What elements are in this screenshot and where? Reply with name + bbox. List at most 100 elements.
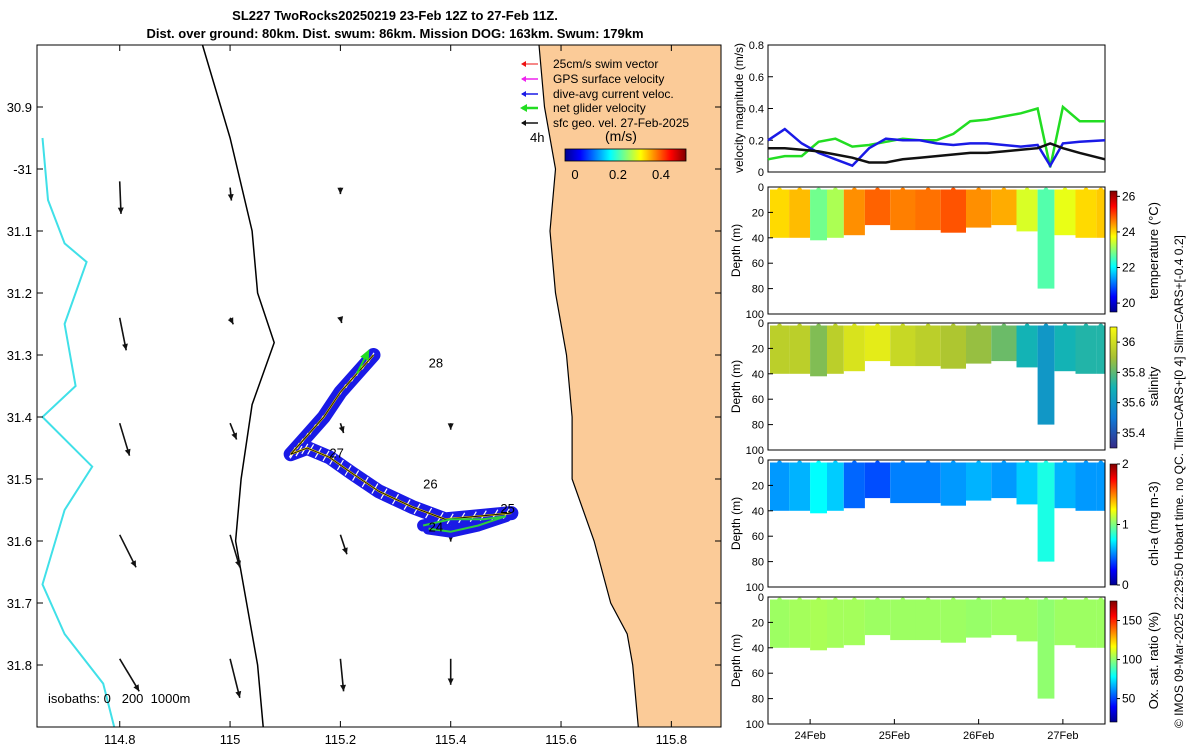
surface-dot-2-8 <box>950 460 956 466</box>
section-ytick-label-1-2: 40 <box>752 369 764 381</box>
surface-dot-2-0 <box>777 460 782 466</box>
section-cell-2-2 <box>810 462 827 514</box>
legend-gps-label: GPS surface velocity <box>553 72 664 86</box>
colorbar-label-3: Ox. sat. ratio (%) <box>1146 612 1161 710</box>
section-ytick-label-0-4: 80 <box>752 284 764 296</box>
section-cell-2-5 <box>864 462 891 499</box>
coastline <box>538 44 639 728</box>
geo-vector-head-0 <box>117 207 124 214</box>
legend-geo-label: sfc geo. vel. 27-Feb-2025 <box>553 116 689 130</box>
map-ytick-label-5: 31.4 <box>7 410 32 425</box>
velocity-frame <box>767 44 1106 173</box>
section-xtick-label-2: 26Feb <box>963 730 994 742</box>
section-cell-2-6 <box>890 462 916 504</box>
map-x-ticks: 114.8 115 115.2 115.4 115.6 115.8 <box>104 45 687 747</box>
surface-dot-1-14 <box>1083 323 1089 329</box>
section-ytick-label-3-5: 100 <box>746 719 764 731</box>
vel-ytick-label-3: 0.6 <box>749 72 764 84</box>
map-ytick-label-1: -31 <box>13 162 32 177</box>
surface-dot-1-9 <box>976 323 981 329</box>
section-cell-0-11 <box>1016 189 1038 232</box>
section-cell-0-0 <box>770 189 790 238</box>
surface-dot-3-12 <box>1043 597 1049 603</box>
surface-dot-2-7 <box>925 460 931 466</box>
section-frame-0 <box>767 186 1106 315</box>
day-labels: 24 25 26 27 28 <box>329 355 514 534</box>
surface-dot-2-5 <box>875 460 880 466</box>
legend-interval: 4h <box>530 130 544 145</box>
colorbar-label-0: temperature (°C) <box>1146 202 1161 299</box>
section-panel-0: 0 20 40 60 80 100 Depth (m) 20 22 24 26 temperature… <box>729 182 1161 321</box>
geo-vector-head-12 <box>235 560 241 568</box>
map-xtick-label-4: 115.6 <box>545 732 577 747</box>
net-velocity-arrowhead <box>360 349 370 361</box>
vel-ytick-label-2: 0.4 <box>749 104 764 116</box>
section-ytick-label-3-0: 0 <box>758 592 764 604</box>
geo-vector-head-17 <box>447 678 454 685</box>
section-cell-2-10 <box>991 462 1017 499</box>
section-cell-0-1 <box>789 189 811 238</box>
colorbar-tick-02: 0.2 <box>609 167 627 182</box>
geo-vector-head-14 <box>133 684 140 692</box>
section-colorbar-3 <box>1109 600 1118 723</box>
velocity-ylabel: velocity magnitude (m/s) <box>732 43 746 173</box>
geo-vector-head-9 <box>447 423 454 430</box>
section-cell-2-4 <box>843 462 865 509</box>
surface-dot-3-6 <box>900 597 906 603</box>
section-cell-2-14 <box>1075 462 1097 511</box>
surface-dot-3-1 <box>797 597 802 603</box>
surface-dot-0-3 <box>833 187 838 193</box>
map-ytick-label-2: 31.1 <box>7 224 32 239</box>
surface-dot-0-13 <box>1062 187 1068 193</box>
surface-dot-0-7 <box>925 187 931 193</box>
section-colorbar-0 <box>1109 190 1118 313</box>
map-y-ticks: 30.9 -31 31.1 31.2 31.3 31.4 31.5 31.6 31.7 31.8 <box>7 100 721 673</box>
section-cell-1-9 <box>966 325 992 364</box>
surface-dot-3-0 <box>777 597 782 603</box>
section-cell-3-14 <box>1075 599 1097 648</box>
surface-dot-0-12 <box>1043 187 1049 193</box>
day-label-24: 24 <box>429 520 443 535</box>
surface-dot-3-3 <box>833 597 838 603</box>
section-ylabel-3: Depth (m) <box>729 634 743 687</box>
section-cell-0-13 <box>1054 189 1076 236</box>
surface-dot-0-6 <box>900 187 906 193</box>
section-cell-1-6 <box>890 325 916 367</box>
section-panel-1: 0 20 40 60 80 100 Depth (m) 35.4 35.6 35.8 36 salin… <box>729 318 1161 457</box>
section-cell-0-15 <box>1096 189 1105 238</box>
map-xtick-label-2: 115.2 <box>325 732 357 747</box>
colorbar-tick-label-3-2: 150 <box>1122 614 1142 628</box>
section-cells-2 <box>770 460 1105 562</box>
isobath-1000m-line <box>41 137 116 728</box>
surface-dot-1-1 <box>797 323 802 329</box>
surface-dot-1-13 <box>1062 323 1068 329</box>
surface-dot-3-15 <box>1098 597 1104 603</box>
section-cell-1-10 <box>991 325 1017 362</box>
geo-vector-head-13 <box>342 547 348 555</box>
section-cell-2-7 <box>915 462 941 504</box>
surface-dot-0-10 <box>1001 187 1007 193</box>
section-cell-1-2 <box>810 325 827 377</box>
section-cell-2-11 <box>1016 462 1038 505</box>
section-cell-0-4 <box>843 189 865 236</box>
section-cell-1-15 <box>1096 325 1105 374</box>
section-cell-2-13 <box>1054 462 1076 509</box>
section-cells-0 <box>770 187 1105 289</box>
surface-dot-2-14 <box>1083 460 1089 466</box>
geo-vector-head-2 <box>337 187 344 195</box>
section-ytick-label-1-4: 80 <box>752 420 764 432</box>
section-xtick-label-0: 24Feb <box>795 730 826 742</box>
section-ylabel-1: Depth (m) <box>729 360 743 413</box>
section-cell-3-10 <box>991 599 1017 636</box>
section-cell-0-12 <box>1037 189 1055 289</box>
colorbar-label-1: salinity <box>1146 366 1161 406</box>
isobath-200m-line <box>201 44 275 728</box>
surface-dot-1-6 <box>900 323 906 329</box>
map-frame <box>36 44 722 728</box>
section-ytick-label-2-3: 60 <box>752 531 764 543</box>
colorbar-tick-04: 0.4 <box>652 167 670 182</box>
surface-dot-1-7 <box>925 323 931 329</box>
section-ytick-label-2-5: 100 <box>746 582 764 594</box>
